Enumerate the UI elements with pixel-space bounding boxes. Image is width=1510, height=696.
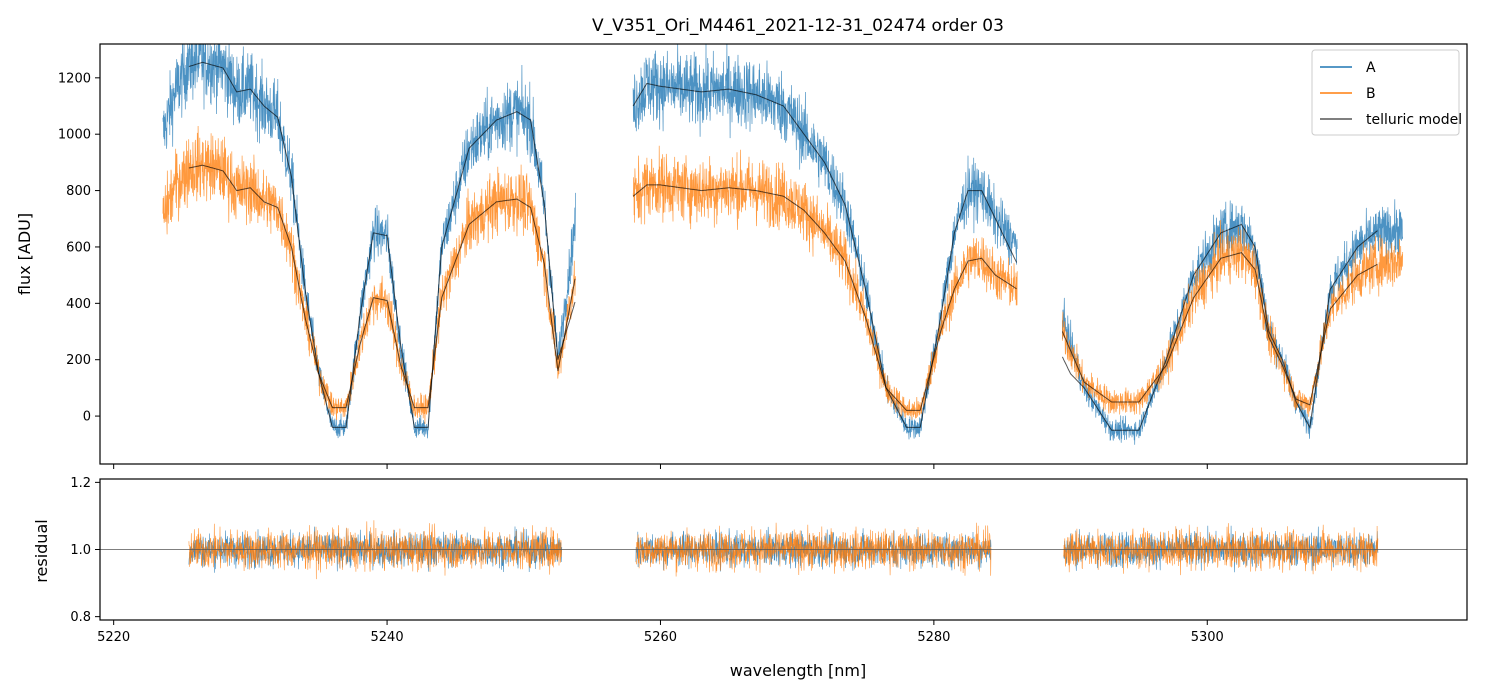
x-tick-label: 5300 bbox=[1191, 630, 1224, 645]
flux-y-axis-label: flux [ADU] bbox=[15, 213, 34, 295]
x-tick-label: 5220 bbox=[97, 630, 130, 645]
residual-panel: 0.8 1.0 1.2 5220 5240 5260 5280 5300 residual w… bbox=[32, 476, 1468, 680]
series-telluric-model-line-a bbox=[188, 61, 1378, 431]
flux-y-tick-label: 200 bbox=[66, 353, 91, 368]
residual-series-b-line bbox=[188, 520, 1379, 580]
flux-axes-frame bbox=[99, 43, 1468, 465]
residual-y-tick-label: 0.8 bbox=[70, 610, 91, 625]
flux-y-tick-label: 0 bbox=[83, 410, 91, 425]
series-telluric-model-line-b bbox=[188, 164, 1378, 411]
x-axis-label: wavelength [nm] bbox=[730, 661, 867, 680]
legend-label-b: B bbox=[1366, 86, 1376, 102]
flux-y-tick-label: 800 bbox=[66, 184, 91, 199]
residual-series-group bbox=[100, 520, 1467, 580]
legend-box bbox=[1311, 49, 1460, 136]
x-tick-label: 5280 bbox=[917, 630, 950, 645]
chart-title: V_V351_Ori_M4461_2021-12-31_02474 order … bbox=[592, 16, 1004, 36]
residual-ticks: 0.8 1.0 1.2 5220 5240 5260 5280 5300 bbox=[70, 476, 1224, 645]
x-tick-label: 5240 bbox=[371, 630, 404, 645]
legend-label-a: A bbox=[1366, 60, 1376, 76]
flux-y-tick-label: 1200 bbox=[58, 71, 91, 86]
flux-y-tick-label: 1000 bbox=[58, 128, 91, 143]
flux-y-tick-label: 400 bbox=[66, 297, 91, 312]
flux-panel: 0 200 400 600 800 1000 1200 flux [ADU] ABtellu… bbox=[15, 43, 1468, 469]
legend-label-telluric-model: telluric model bbox=[1366, 112, 1462, 128]
residual-y-tick-label: 1.0 bbox=[70, 543, 91, 558]
x-tick-label: 5260 bbox=[644, 630, 677, 645]
residual-y-tick-label: 1.2 bbox=[70, 476, 91, 491]
flux-ticks: 0 200 400 600 800 1000 1200 bbox=[58, 71, 1208, 469]
flux-series-group bbox=[162, 44, 1404, 445]
residual-y-axis-label: residual bbox=[32, 519, 51, 582]
flux-y-tick-label: 600 bbox=[66, 240, 91, 255]
